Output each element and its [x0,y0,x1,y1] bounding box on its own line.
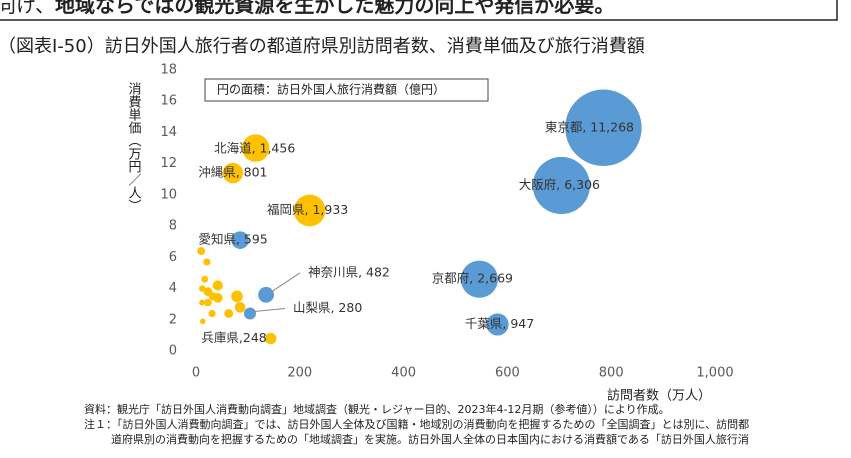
x-tick-label: 200 [287,366,312,381]
y-tick-label: 0 [169,344,177,359]
leader-line [253,308,286,313]
bubble [197,247,206,256]
bubble [224,309,234,318]
bubble [565,89,642,166]
bubble [208,309,216,318]
bubble-label: 沖縄県, 801 [198,165,267,180]
bubble-label: 愛知県, 595 [198,232,267,247]
header-box [0,0,838,21]
x-axis-label: 訪問者数（万人） [607,388,711,404]
x-tick-label: 0 [192,366,200,381]
y-tick-label: 4 [169,281,177,296]
header-normal: 向け、 [0,0,55,17]
y-tick-label: 10 [160,187,177,202]
bubble-label: 神奈川県, 482 [308,264,390,279]
bubble [486,313,509,336]
bubble-label: 千葉県, 947 [465,316,534,331]
x-tick-label: 600 [495,366,520,381]
y-tick-label: 14 [160,125,177,140]
y-tick-label: 18 [160,63,177,78]
x-tick-label: 800 [599,366,624,381]
x-tick-label: 400 [391,366,416,381]
note-line: 道府県別の消費動向を把握するための「地域調査」を実施。訪日外国人全体の日本国内に… [111,432,749,446]
bubble [204,298,212,307]
bubble [212,280,223,291]
note-line: 資料：観光庁「訪日外国人消費動向調査」地域調査（観光・レジャー目的、2023年4… [84,402,670,416]
bubble [532,156,590,215]
y-tick-label: 8 [169,219,177,234]
bubble-label: 大阪府, 6,306 [519,177,600,192]
bubble [199,299,206,306]
y-tick-label: 2 [169,312,177,327]
bubble [234,301,246,313]
bubble [222,162,244,184]
bubble-label: 兵庫県,248 [201,330,266,345]
plot-area: 0 2 4 6 8 10 12 14 16 18 0 200 400 600 800 1,000 東京都, 11… [160,63,733,381]
bubble [293,194,326,227]
header-text: 向け、地域ならではの観光資源を生かした魅力の向上や発信が必要。 [0,0,614,17]
caption: （図表Ⅰ-50）訪日外国人旅行者の都道府県別訪問者数、消費単価及び旅行消費額 [0,36,645,57]
leader-line [269,272,301,294]
x-tick-label: 1,000 [696,366,733,381]
note-line: 注１：「訪日外国人消費動向調査」では、訪日外国人全体及び国籍・地域別の消費動向を… [84,417,749,431]
bubble [231,231,249,249]
bubble-label: 福岡県, 1,933 [267,202,348,217]
y-tick-label: 6 [169,250,177,265]
legend-title: 円の面積：訪日外国人旅行消費額（億円） [217,82,445,97]
bubble [241,134,270,162]
y-axis-label: 消費単価（万円／人） [126,82,142,212]
bubble [231,290,243,303]
bubble [258,286,274,303]
y-tick-label: 16 [160,94,177,109]
bubble [199,285,206,292]
bubble [460,260,498,298]
bubble [201,275,209,283]
y-tick-label: 12 [160,156,177,171]
bubble [243,307,256,320]
bubble-label: 京都府, 2,669 [432,271,513,286]
bubble [199,318,206,325]
bubble [265,332,277,345]
bubble-label: 北海道, 1,456 [214,141,295,156]
bubble [203,258,211,266]
legend-box [204,78,489,102]
bubble-label: 山梨県, 280 [293,300,362,315]
bubble-label: 東京都, 11,268 [545,119,634,134]
bubble [209,292,218,301]
header-bold: 地域ならではの観光資源を生かした魅力の向上や発信が必要。 [55,0,614,17]
